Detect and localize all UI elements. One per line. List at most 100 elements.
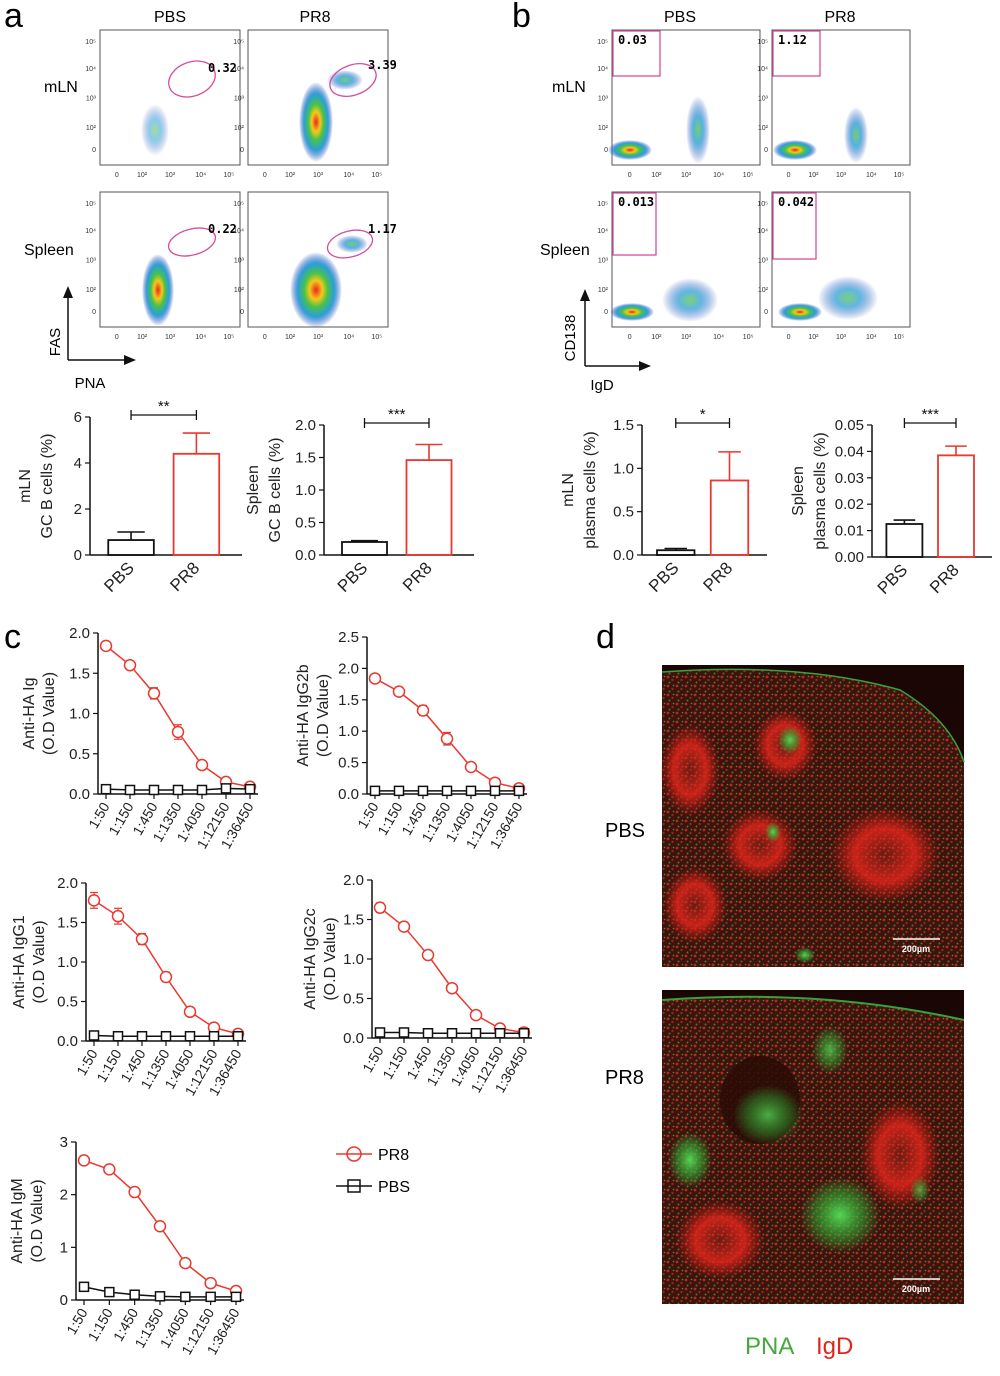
x-tick-label: PR8 [700,558,737,595]
y-tick-label: 1.0 [69,706,90,723]
data-point-pbs [446,1028,458,1039]
significance-label: *** [388,406,406,423]
y-axis-label: (O.D Value) [41,672,58,755]
y-tick-label: 1.0 [613,460,634,477]
flow-plot-b-spleen-pr8 [771,191,911,328]
flow-x-tick-label: 10² [651,172,662,179]
data-point-pr8 [135,932,149,946]
histology-image-pr8: 200µm [661,990,965,1304]
x-tick-label: PR8 [399,558,436,595]
gate-value: 0.22 [208,222,237,236]
gate-rect [772,30,821,77]
gate-ellipse [167,227,217,257]
cell-population [327,70,363,90]
flow-x-tick-label: 0 [263,334,267,341]
flow-x-tick-label: 10⁵ [743,334,754,341]
y-tick-label: 3 [60,1134,68,1151]
flow-y-tick-label: 0 [92,309,96,316]
data-point-pbs [205,1291,216,1303]
y-tick-label: 0 [74,547,82,564]
line-chart-anti-ha-ig: 0.00.51.01.52.01:501:1501:4501:13501:405… [21,625,258,851]
flow-x-tick-label: 0 [115,172,119,179]
stain-label-igd: IgD [816,1333,853,1360]
flow-y-tick-label: 0 [240,147,244,154]
histology-row-label-pbs: PBS [605,820,645,842]
gate-value: 0.03 [618,33,647,47]
flow-x-tick-label: 10⁴ [866,334,877,341]
bar-chart-spleen-gc: 0.0 0.5 1.0 1.5 2.0 PBS PR8 *** Spleen GC B cells… [245,406,474,596]
cell-population [608,140,652,160]
col-label-pr8-b: PR8 [824,9,855,26]
flow-y-tick-label: 10² [758,287,769,294]
bar-chart-mln-gc: 0 2 4 6 PBS PR8 ** mLN GC B cells (%) [17,398,242,596]
flow-y-tick-label: 10⁵ [757,39,768,46]
y-tick-label: 2.0 [343,872,364,889]
y-tick-label: 1.5 [295,450,316,467]
y-axis-label: (O.D Value) [322,917,339,1000]
x-tick-label: 1:150 [85,1305,116,1344]
data-point-pbs [494,1028,506,1039]
cell-population [290,252,342,328]
data-point-pbs [422,1028,434,1039]
scale-bar-label: 200µm [902,1284,930,1294]
y-tick-label: 0.0 [57,1033,78,1050]
flow-y-tick-label: 10² [86,287,97,294]
x-tick-label: PR8 [926,560,963,597]
data-point-pr8 [445,981,459,995]
y-axis-label: Spleen [790,466,807,516]
flow-x-tick-label: 10² [651,334,662,341]
data-point-pr8 [147,687,161,700]
gate-value: 1.17 [368,222,397,236]
y-tick-label: 0 [60,1292,68,1309]
y-tick-label: 0.0 [295,547,316,564]
y-tick-label: 2.5 [338,629,359,646]
line-chart-anti-ha-igg2b: 0.00.51.01.52.02.51:501:1501:4501:13501:… [295,629,527,851]
flow-y-tick-label: 10³ [234,258,245,265]
y-tick-label: 1 [60,1239,68,1256]
flow-y-tick-label: 10³ [598,258,609,265]
flow-x-tick-label: 10⁵ [894,172,905,179]
flow-y-tick-label: 10⁵ [85,201,96,208]
line-chart-anti-ha-igg2c: 0.00.51.01.52.01:501:1501:4501:13501:405… [302,872,532,1095]
x-tick-label: PR8 [166,558,203,595]
data-point-pbs [160,1031,172,1042]
cell-population [773,140,817,160]
data-point-pr8 [421,948,435,962]
y-tick-label: 0.0 [613,547,634,564]
flow-y-tick-label: 10² [86,125,97,132]
flow-y-tick-label: 10⁴ [597,66,608,73]
data-point-pr8 [416,704,430,717]
y-axis-label: Anti-HA IgG2b [295,664,312,766]
flow-x-tick-label: 10⁵ [371,172,382,179]
flow-plot-b-spleen-pbs [611,191,761,328]
data-point-pr8 [77,1154,91,1167]
y-tick-label: 1.5 [343,912,364,929]
y-tick-label: 0.0 [338,786,359,803]
y-axis-label: plasma cells (%) [812,432,829,549]
flow-x-tick-label: 10³ [313,172,324,179]
x-axis-arrowhead [124,355,136,365]
data-point-pr8 [153,1220,167,1233]
legend-pr8-label: PR8 [378,1147,409,1164]
y-axis-label: mLN [17,469,34,503]
flow-x-tick-label: 10⁴ [195,172,206,179]
y-tick-label: 1.5 [57,915,78,932]
y-tick-label: 2.0 [295,417,316,434]
data-point-pbs [374,1027,386,1038]
data-point-pr8 [99,639,113,653]
flow-x-tick-label: 0 [628,334,632,341]
flow-plot-a-mln-pbs [99,29,241,166]
data-point-pbs [441,785,453,797]
y-axis-label: Anti-HA Ig [21,677,38,749]
flow-y-tick-label: 10⁴ [85,228,96,235]
data-point-pbs [180,1291,191,1303]
flow-x-tick-label: 0 [628,172,632,179]
y-axis-label: GC B cells (%) [39,434,56,539]
flow-x-tick-label: 10⁵ [371,334,382,341]
flow-x-tick-label: 10³ [165,172,176,179]
data-point-pbs [100,783,112,795]
data-point-pbs [398,1027,410,1038]
flow-panel-b: PBS PR8 mLN Spleen 0.03 1.12 0.013 0.042… [540,9,911,394]
data-point-pr8 [128,1185,141,1199]
flow-y-tick-label: 10² [758,125,769,132]
